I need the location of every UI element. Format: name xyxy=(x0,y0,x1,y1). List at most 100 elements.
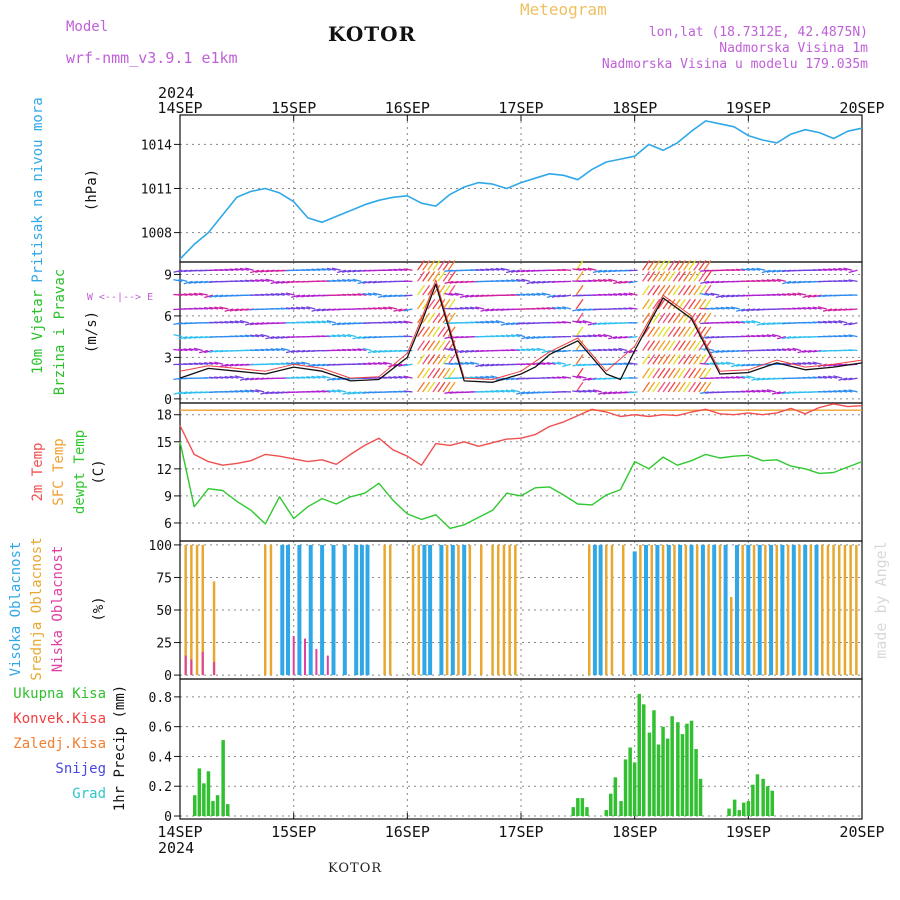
wind-barb xyxy=(797,349,807,354)
wind-barb xyxy=(260,333,270,338)
mid-cloud-bar xyxy=(445,544,449,676)
wind-barb xyxy=(229,268,239,271)
wind-barb xyxy=(677,284,686,296)
wind-barb xyxy=(677,312,686,324)
wind-barb xyxy=(551,361,561,365)
wind-barb xyxy=(827,268,838,271)
wind-barb xyxy=(229,308,239,312)
wind-barb xyxy=(352,278,362,282)
wind-barb xyxy=(672,260,681,271)
high-cloud-bar xyxy=(644,544,648,676)
wind-barb xyxy=(209,349,219,353)
wind-barb xyxy=(326,389,336,393)
wind-barb xyxy=(311,375,321,379)
wind-barb xyxy=(688,271,697,282)
wind-barb xyxy=(771,391,781,395)
wind-barb xyxy=(437,367,446,379)
wind-barb xyxy=(510,279,520,282)
wind-unit-label: (m/s) xyxy=(84,311,100,353)
y-tick-label: 9 xyxy=(164,268,172,283)
precip-total-bar xyxy=(656,744,661,816)
wind-barb xyxy=(382,376,393,379)
wind-barb xyxy=(693,298,702,310)
wind-barb xyxy=(275,280,285,285)
precip-total-bar xyxy=(571,807,575,816)
wind-barb xyxy=(703,354,712,365)
wind-barb xyxy=(667,367,676,379)
wind-barb xyxy=(447,354,456,365)
wind-barb xyxy=(449,362,459,365)
wind-barb xyxy=(807,349,817,353)
wind-barb xyxy=(698,298,707,310)
wind-barb xyxy=(444,292,454,296)
precip-total-bar xyxy=(661,726,665,817)
wind-barb xyxy=(741,308,751,312)
wind-barb xyxy=(715,362,725,365)
wind-barb xyxy=(843,267,853,271)
station-title: KOTOR xyxy=(328,22,417,46)
wind-barb xyxy=(239,377,249,381)
y-tick-label: 18 xyxy=(156,409,172,424)
wind-barb xyxy=(652,367,661,379)
wind-barb xyxy=(342,278,352,282)
wind-barb xyxy=(342,269,352,273)
high-cloud-bar xyxy=(598,544,603,676)
wind-barb xyxy=(822,320,832,324)
wind-barb xyxy=(652,381,661,393)
mid-cloud-bar xyxy=(497,544,500,676)
wind-barb xyxy=(623,307,633,310)
wind-barb xyxy=(677,271,686,282)
mid-cloud-bar xyxy=(832,544,835,676)
wind-barb xyxy=(331,389,341,393)
wind-barb xyxy=(270,336,280,340)
wind-barb xyxy=(771,348,781,352)
wind-barb xyxy=(437,312,446,324)
wind-barb xyxy=(848,308,858,311)
wind-barb xyxy=(683,354,691,365)
wind-barb xyxy=(838,319,848,324)
wind-barb xyxy=(290,349,301,353)
wind-barb xyxy=(838,267,848,271)
wind-barb xyxy=(703,298,712,310)
wind-barb xyxy=(756,377,766,381)
wind-barb xyxy=(761,334,771,338)
wind-barb xyxy=(575,381,584,393)
mid-cloud-bar xyxy=(605,544,608,676)
wind-barb xyxy=(427,354,436,365)
wind-barb xyxy=(209,294,219,298)
wind-barb xyxy=(224,363,234,367)
wind-barb xyxy=(541,292,551,296)
y-tick-label: 15 xyxy=(156,436,172,451)
wind-barb xyxy=(255,322,265,326)
precip-total-bar xyxy=(576,798,580,816)
wind-barb xyxy=(652,271,661,282)
wind-barb xyxy=(817,376,827,379)
wind-barb xyxy=(275,362,285,365)
wind-barb xyxy=(203,362,214,365)
mid-cloud-bar xyxy=(411,544,415,676)
wind-barb xyxy=(250,279,260,282)
precip-total-bar xyxy=(652,710,656,816)
wind-barb xyxy=(848,389,858,393)
mid-cloud-bar xyxy=(786,544,790,676)
top-date-label: 18SEP xyxy=(612,99,657,117)
wind-barb xyxy=(683,381,691,393)
high-cloud-bar xyxy=(450,544,455,676)
wind-barb xyxy=(761,269,771,274)
wind-barb xyxy=(265,278,275,282)
mid-cloud-bar xyxy=(588,544,591,676)
wind-barb xyxy=(316,390,326,393)
wind-barb xyxy=(662,354,671,365)
wind-barb xyxy=(505,269,515,274)
wind-barb xyxy=(244,377,255,381)
wind-barb xyxy=(710,349,720,354)
wind-barb xyxy=(469,306,480,310)
wind-barb xyxy=(454,280,464,284)
wind-barb xyxy=(316,320,326,324)
wind-barb xyxy=(432,260,441,271)
wind-barb xyxy=(577,320,587,324)
wind-barb xyxy=(725,294,735,298)
wind-barb xyxy=(776,348,786,352)
wind-barb xyxy=(746,320,756,324)
mid-cloud-bar xyxy=(730,597,733,676)
